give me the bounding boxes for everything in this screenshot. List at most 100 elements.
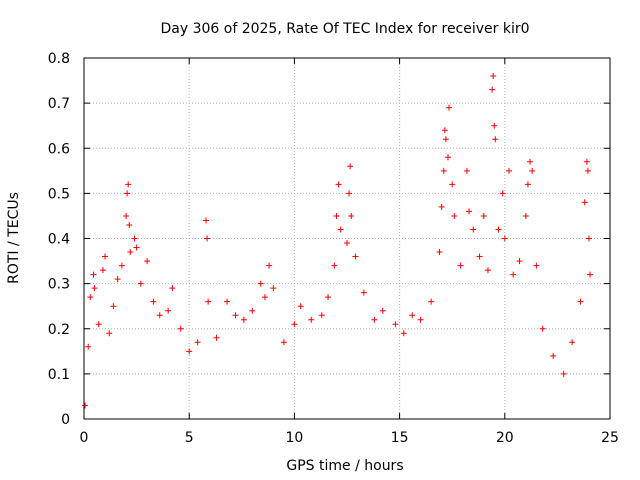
data-point <box>409 312 416 319</box>
data-point <box>126 221 133 228</box>
data-point <box>577 298 584 305</box>
x-tick-label: 5 <box>185 430 194 446</box>
y-tick-label: 0.6 <box>48 141 70 157</box>
y-tick-label: 0.5 <box>48 186 70 202</box>
data-point <box>114 276 121 283</box>
data-point <box>240 316 247 323</box>
data-point <box>232 312 239 319</box>
data-point <box>444 154 451 161</box>
data-point <box>484 267 491 274</box>
data-point <box>457 262 464 269</box>
data-point <box>524 181 531 188</box>
data-point <box>85 343 92 350</box>
data-point <box>446 104 453 111</box>
data-point <box>529 167 536 174</box>
y-tick-label: 0.3 <box>48 277 70 293</box>
x-tick-label: 25 <box>601 430 619 446</box>
y-tick-label: 0.8 <box>48 51 70 67</box>
data-point <box>261 294 268 301</box>
data-point <box>144 258 151 265</box>
y-tick-label: 0.7 <box>48 96 70 112</box>
chart-title: Day 306 of 2025, Rate Of TEC Index for r… <box>160 21 529 37</box>
data-point <box>491 122 498 129</box>
data-point <box>82 402 89 409</box>
data-point <box>91 285 98 292</box>
x-tick-label: 20 <box>496 430 514 446</box>
data-point <box>266 262 273 269</box>
data-point <box>428 298 435 305</box>
data-point <box>539 325 546 332</box>
data-point <box>99 267 106 274</box>
data-point <box>203 217 210 224</box>
data-point <box>257 280 264 287</box>
data-point <box>133 244 140 251</box>
data-point <box>194 339 201 346</box>
data-point <box>87 294 94 301</box>
data-point <box>205 298 212 305</box>
y-tick-label: 0.1 <box>48 367 70 383</box>
y-tick-label: 0 <box>61 412 70 428</box>
data-point <box>90 271 97 278</box>
data-point <box>587 271 594 278</box>
data-point <box>335 181 342 188</box>
y-tick-label: 0.2 <box>48 322 70 338</box>
data-point <box>480 212 487 219</box>
data-point <box>440 167 447 174</box>
data-point <box>585 235 592 242</box>
data-point <box>516 258 523 265</box>
x-tick-label: 0 <box>80 430 89 446</box>
data-point <box>463 167 470 174</box>
data-point <box>490 73 497 80</box>
data-point <box>124 190 131 197</box>
data-point <box>466 208 473 215</box>
data-point <box>125 181 132 188</box>
y-axis-label: ROTI / TECUs <box>6 192 22 284</box>
data-point <box>476 253 483 260</box>
y-tick-label: 0.4 <box>48 232 70 248</box>
data-point <box>177 325 184 332</box>
data-point <box>470 226 477 233</box>
grid-lines <box>84 58 610 419</box>
x-axis-ticks: 0 5 10 15 20 25 <box>80 58 619 446</box>
data-point <box>291 321 298 328</box>
data-point <box>270 285 277 292</box>
data-point <box>360 289 367 296</box>
data-point <box>492 136 499 143</box>
data-point <box>560 370 567 377</box>
data-point <box>333 212 340 219</box>
x-tick-label: 15 <box>391 430 409 446</box>
data-point <box>204 235 211 242</box>
data-point <box>331 262 338 269</box>
data-point <box>347 163 354 170</box>
data-point <box>169 285 176 292</box>
data-point <box>442 136 449 143</box>
data-point <box>137 280 144 287</box>
data-point <box>584 167 591 174</box>
data-point <box>249 307 256 314</box>
data-point <box>318 312 325 319</box>
data-point <box>110 303 117 310</box>
data-point <box>550 352 557 359</box>
data-point <box>131 235 138 242</box>
data-point <box>392 321 399 328</box>
data-point <box>400 330 407 337</box>
data-point <box>522 212 529 219</box>
data-point <box>499 190 506 197</box>
data-point <box>451 212 458 219</box>
y-axis-ticks: 0 0.1 0.2 0.3 0.4 0.5 0.6 0.7 0.8 <box>48 51 610 428</box>
data-point <box>325 294 332 301</box>
x-tick-label: 10 <box>285 430 303 446</box>
data-point <box>344 240 350 247</box>
data-point <box>510 271 517 278</box>
data-point <box>501 235 508 242</box>
data-point <box>441 127 448 134</box>
data-point <box>186 348 193 355</box>
data-point <box>527 158 534 165</box>
data-point <box>489 86 496 93</box>
data-point <box>150 298 157 305</box>
data-point <box>165 307 172 314</box>
data-point <box>118 262 125 269</box>
data-point <box>346 190 353 197</box>
x-axis-label: GPS time / hours <box>286 458 403 474</box>
